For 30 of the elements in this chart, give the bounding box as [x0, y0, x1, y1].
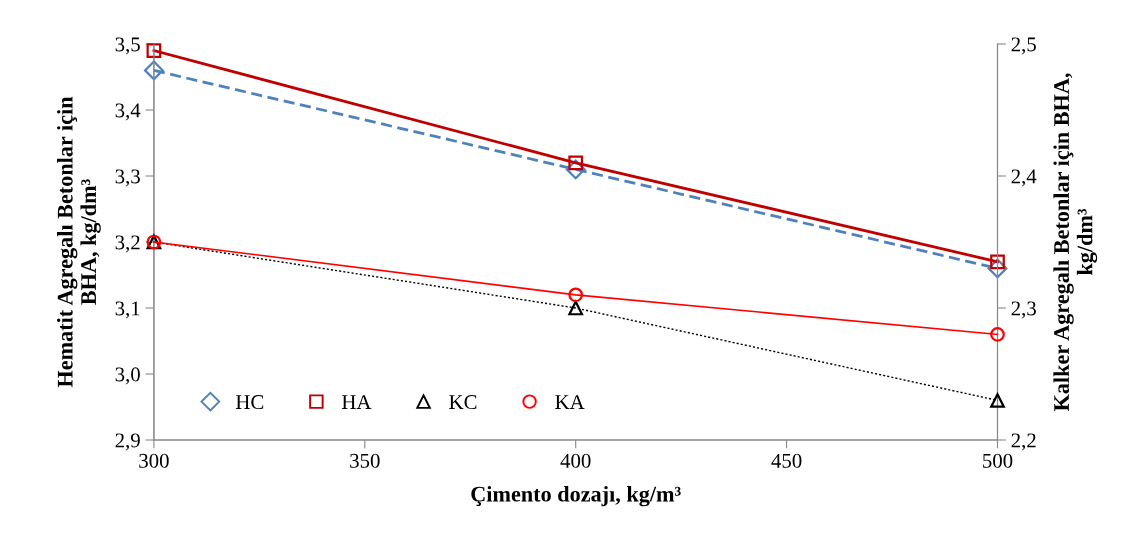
legend-label: HA	[341, 395, 372, 409]
y-tick-label: 3,4	[115, 103, 141, 121]
y2-tick-label: 2,2	[1011, 433, 1036, 451]
point	[990, 327, 1005, 342]
y-tick-label: 3,2	[115, 235, 140, 253]
x-tick-label: 500	[983, 453, 1013, 468]
y2-tick-label: 2,4	[1011, 169, 1037, 187]
y-tick-label: 3,3	[115, 169, 140, 187]
point	[568, 300, 584, 316]
legend-label: KC	[449, 395, 477, 410]
x-tick-label: 400	[560, 453, 591, 468]
point	[987, 258, 1008, 279]
y2-tick-label: 2,3	[1011, 301, 1036, 319]
y-tick-label: 3,0	[115, 367, 140, 385]
y2-tick-label: 2,5	[1011, 37, 1036, 55]
y2-axis-title: Kalker Agregalı Betonlar için BHA, kg/dm³	[1053, 73, 1098, 412]
x-tick-label: 350	[350, 453, 380, 468]
legend-label: KA	[555, 395, 585, 409]
point	[143, 60, 164, 81]
point	[568, 287, 584, 303]
legend-label: HC	[235, 395, 264, 410]
x-tick-label: 450	[771, 453, 802, 468]
point	[565, 159, 586, 180]
y-tick-label: 3,1	[115, 301, 140, 319]
point	[990, 393, 1005, 408]
y-tick-label: 3,5	[115, 37, 140, 55]
x-axis-title: Çimento dozajı, kg/m³	[471, 485, 681, 507]
x-tick-label: 300	[139, 453, 169, 468]
y-tick-label: 2,9	[115, 433, 140, 451]
y-axis-title: Hematit Agregalı Betonlar için BHA, kg/dm³	[57, 96, 101, 388]
